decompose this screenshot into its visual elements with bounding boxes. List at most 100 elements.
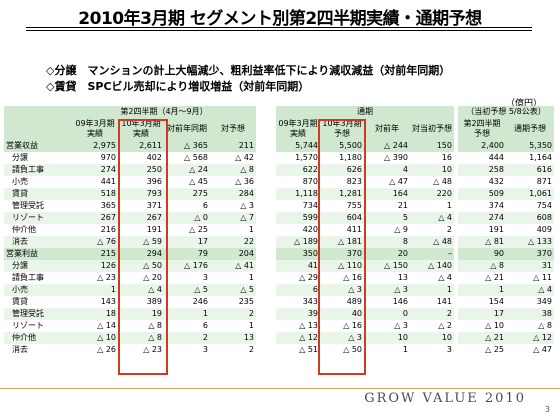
table-cell: 215	[72, 248, 118, 260]
table-cell: △ 8	[538, 321, 552, 330]
table-cell: △ 140	[410, 260, 454, 272]
table-cell: 1	[410, 284, 454, 296]
q2-col-header: 対予想	[210, 118, 256, 140]
table-cell: 1	[248, 273, 254, 282]
table-cell: △ 176	[164, 260, 210, 272]
table-cell: △ 14	[97, 321, 116, 330]
table-cell: △ 76	[72, 236, 118, 248]
table-cell: 40	[320, 308, 364, 320]
table-fy: 通期 09年3月期実績 10年3月期予想 対前年 対当初予想 5,744 5,50…	[276, 106, 454, 356]
table-cell: 1,061	[506, 188, 554, 200]
table-cell: 622	[276, 164, 320, 176]
table-cell: △ 36	[235, 177, 254, 186]
table-row: 374 754	[458, 200, 554, 212]
table-cell: △ 2	[438, 321, 452, 330]
table-cell: 420	[302, 225, 318, 234]
fy-col-header: 09年3月期実績	[276, 118, 320, 140]
brand-logo: GROW VALUE 2010	[364, 391, 526, 406]
table-cell: 21	[397, 201, 408, 210]
table-row: △ 21 △ 12	[458, 332, 554, 344]
footer-rule	[0, 388, 560, 389]
table-row: 343 489 146 141	[276, 296, 454, 308]
title-underline-2	[26, 30, 532, 31]
table-cell: 3	[446, 345, 452, 354]
table-cell: 409	[536, 225, 552, 234]
q2-group-header: 第2四半期（4月～9月）	[72, 106, 256, 118]
table-cell: 396	[146, 177, 162, 186]
table-cell: 1	[72, 284, 118, 296]
row-label: 請負工事	[12, 273, 44, 282]
table-cell: 350	[276, 248, 320, 260]
table-cell: 1	[248, 321, 254, 330]
table-cell: 616	[506, 164, 554, 176]
table-cell: 374	[488, 201, 504, 210]
row-label: 仲介他	[4, 332, 72, 344]
table-cell: 38	[506, 308, 554, 320]
table-cell: 755	[346, 201, 362, 210]
highlight-box-q2-actual	[118, 119, 168, 375]
table-cell: 267	[72, 212, 118, 224]
table-cell: 17	[458, 308, 506, 320]
table-cell: 1,164	[529, 153, 552, 162]
table-row: △ 8 31	[458, 260, 554, 272]
table-row: △ 13 △ 16 △ 3 △ 2	[276, 320, 454, 332]
table-row: △ 29 △ 16 13 △ 4	[276, 272, 454, 284]
row-label: 賃貸	[4, 188, 72, 200]
table-row: △ 21 △ 11	[458, 272, 554, 284]
table-cell: 211	[210, 140, 256, 152]
table-row: リゾート △ 14 △ 8 6 1	[4, 320, 256, 332]
table-cell: △ 390	[384, 153, 408, 162]
table-row: △ 189 △ 181 8 △ 48	[276, 236, 454, 248]
table-row: 請負工事 274 250 △ 24 △ 8	[4, 164, 256, 176]
unit-label: （億円）	[505, 99, 542, 109]
table-row: 420 411 △ 9 2	[276, 224, 454, 236]
table-row: 管理受託 365 371 6 △ 3	[4, 200, 256, 212]
table-cell: △ 5	[210, 284, 256, 296]
table-cell: △ 45	[189, 177, 208, 186]
table-cell: 2,400	[458, 140, 506, 152]
table-cell: △ 48	[410, 236, 454, 248]
table-cell: △ 3	[394, 321, 408, 330]
table-cell: 2,975	[72, 140, 118, 152]
table-cell: 150	[410, 140, 454, 152]
table-cell: 604	[320, 212, 364, 224]
row-label: 小売	[12, 177, 28, 186]
table-cell: △ 5	[164, 284, 210, 296]
table-cell: 10	[410, 332, 454, 344]
table-row: 191 409	[458, 224, 554, 236]
table-initial: （当初予想 5/8公表） 第2四半期予想 通期予想 2,400 5,350 444 1…	[458, 106, 554, 356]
table-cell: 274	[72, 164, 118, 176]
table-cell: 275	[164, 188, 210, 200]
table-cell: △ 10	[72, 332, 118, 344]
table-cell: △ 20	[143, 273, 162, 282]
table-cell: △ 3	[364, 284, 410, 296]
initial-col-header: 通期予想	[506, 118, 554, 140]
table-row: 小売 1 △ 4 △ 5 △ 5	[4, 284, 256, 296]
table-cell: 6	[202, 321, 208, 330]
table-cell: △ 16	[343, 321, 362, 330]
table-cell: △ 133	[506, 236, 554, 248]
table-row: 消去 △ 76 △ 59 17 22	[4, 236, 256, 248]
table-cell: 10	[364, 332, 410, 344]
table-cell: 349	[536, 297, 552, 306]
table-cell: 626	[320, 164, 364, 176]
fy-col-header: 対前年	[364, 118, 410, 140]
row-label: 消去	[12, 345, 28, 354]
table-row: △ 12 △ 3 10 10	[276, 332, 454, 344]
table-row: 734 755 21 1	[276, 200, 454, 212]
table-cell: 1	[458, 284, 506, 296]
table-cell: 1,570	[295, 153, 318, 162]
table-cell: △ 23	[97, 273, 116, 282]
table-row: 2,400 5,350	[458, 140, 554, 152]
table-row: 17 38	[458, 308, 554, 320]
table-cell: △ 12	[506, 332, 554, 344]
table-cell: 284	[210, 188, 256, 200]
table-cell: 13	[210, 332, 256, 344]
table-cell: △ 0	[164, 212, 210, 224]
table-cell: △ 8	[148, 321, 162, 330]
table-cell: 18	[72, 308, 118, 320]
table-cell: 518	[72, 188, 118, 200]
table-cell: △ 23	[143, 345, 162, 354]
table-cell: △ 47	[389, 177, 408, 186]
